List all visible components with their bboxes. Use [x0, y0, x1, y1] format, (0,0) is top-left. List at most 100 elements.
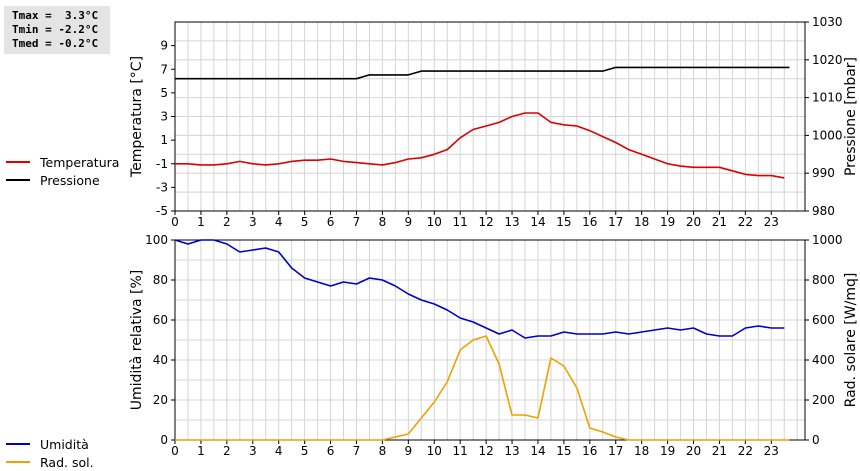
x-tick-label-9: 9 — [405, 215, 413, 229]
y-left-tick-label-3: -3 — [156, 180, 168, 194]
plot-frame — [174, 239, 806, 441]
y-left-tick-label-1: 1 — [160, 133, 168, 147]
x-tick-label-6: 6 — [327, 215, 335, 229]
x-tick-label-11: 11 — [453, 215, 468, 229]
x-tick-label-19: 19 — [660, 444, 675, 458]
y-left-tick-label-1: -1 — [156, 157, 168, 171]
y-left-tick-label-60: 60 — [153, 313, 168, 327]
y-right-tick-label-1010: 1010 — [812, 91, 843, 105]
charts-canvas: 0 1 2 3 4 5 6 7 8 9 10 11 12 13 14 15 16 17 18 19 20 21 22 23-5… — [129, 15, 859, 458]
x-tick-label-17: 17 — [608, 215, 623, 229]
x-tick-label-6: 6 — [327, 444, 335, 458]
x-tick-label-23: 23 — [764, 215, 779, 229]
x-tick-label-8: 8 — [379, 215, 387, 229]
y-right-tick-label-0: 0 — [812, 433, 820, 447]
x-tick-label-10: 10 — [427, 444, 442, 458]
legend-top: Temperatura Pressione — [6, 153, 119, 189]
x-tick-label-2: 2 — [223, 215, 231, 229]
x-tick-label-20: 20 — [686, 444, 701, 458]
legend-swatch-humidity — [6, 443, 30, 445]
y-right-tick-label-200: 200 — [812, 393, 835, 407]
x-tick-label-17: 17 — [608, 444, 623, 458]
y-axis-title-right-bottom: Rad. solare [W/mq] — [843, 273, 859, 408]
legend-swatch-temperature — [6, 161, 30, 163]
x-tick-label-11: 11 — [453, 444, 468, 458]
x-tick-label-4: 4 — [275, 215, 283, 229]
x-tick-label-18: 18 — [634, 215, 649, 229]
x-tick-label-5: 5 — [301, 444, 309, 458]
y-right-tick-label-1030: 1030 — [812, 15, 843, 29]
x-tick-label-14: 14 — [530, 444, 545, 458]
stats-tmin: Tmin = -2.2°C — [12, 23, 99, 36]
y-axis-title-left-bottom: Umidità relativa [%] — [129, 270, 145, 411]
x-tick-label-16: 16 — [582, 444, 597, 458]
x-tick-label-20: 20 — [686, 215, 701, 229]
y-left-tick-label-80: 80 — [153, 273, 168, 287]
x-tick-label-18: 18 — [634, 444, 649, 458]
y-left-tick-label-5: -5 — [156, 204, 168, 218]
y-right-tick-label-990: 990 — [812, 166, 835, 180]
y-axis-title-left-top: Temperatura [°C] — [129, 56, 145, 178]
x-tick-label-3: 3 — [249, 444, 257, 458]
y-left-tick-label-3: 3 — [160, 110, 168, 124]
legend-swatch-pressure — [6, 179, 30, 181]
stats-tmed: Tmed = -0.2°C — [12, 37, 99, 50]
x-tick-label-22: 22 — [738, 215, 753, 229]
y-right-tick-label-800: 800 — [812, 273, 835, 287]
y-right-tick-label-400: 400 — [812, 353, 835, 367]
legend-swatch-solar — [6, 461, 30, 463]
x-tick-label-0: 0 — [171, 444, 179, 458]
x-tick-label-1: 1 — [197, 215, 205, 229]
x-tick-label-1: 1 — [197, 444, 205, 458]
x-tick-label-14: 14 — [530, 215, 545, 229]
x-tick-label-21: 21 — [712, 444, 727, 458]
legend-label-humidity: Umidità — [40, 436, 89, 452]
y-right-tick-label-1000: 1000 — [812, 233, 843, 247]
x-tick-label-8: 8 — [379, 444, 387, 458]
y-right-tick-label-980: 980 — [812, 204, 835, 218]
x-tick-label-4: 4 — [275, 444, 283, 458]
series-line-pressione — [175, 66, 790, 80]
y-right-tick-label-1000: 1000 — [812, 128, 843, 142]
x-tick-label-15: 15 — [556, 215, 571, 229]
y-left-tick-label-0: 0 — [160, 433, 168, 447]
x-tick-label-9: 9 — [405, 444, 413, 458]
legend-item-temperature: Temperatura — [6, 153, 119, 171]
x-tick-label-2: 2 — [223, 444, 231, 458]
y-right-tick-label-600: 600 — [812, 313, 835, 327]
x-tick-label-12: 12 — [478, 444, 493, 458]
x-tick-label-7: 7 — [353, 444, 361, 458]
x-tick-label-13: 13 — [504, 215, 519, 229]
series-line-rad-sol — [175, 335, 790, 441]
legend-item-pressure: Pressione — [6, 171, 119, 189]
x-tick-label-5: 5 — [301, 215, 309, 229]
stats-box: Tmax = 3.3°C Tmin = -2.2°C Tmed = -0.2°C — [4, 6, 110, 54]
legend-item-humidity: Umidità — [6, 435, 94, 453]
x-tick-label-16: 16 — [582, 215, 597, 229]
y-right-tick-label-1020: 1020 — [812, 53, 843, 67]
x-tick-label-7: 7 — [353, 215, 361, 229]
chart-panel-bottom: 0 1 2 3 4 5 6 7 8 9 10 11 12 13 14 15 16 17 18 19 20 21 22 2302… — [129, 233, 859, 458]
x-tick-label-3: 3 — [249, 215, 257, 229]
series-line-umidita — [174, 239, 785, 339]
x-tick-label-13: 13 — [504, 444, 519, 458]
y-left-tick-label-9: 9 — [160, 39, 168, 53]
series-line-temperatura — [175, 112, 785, 179]
y-left-tick-label-7: 7 — [160, 62, 168, 76]
x-tick-label-12: 12 — [478, 215, 493, 229]
legend-label-temperature: Temperatura — [40, 154, 120, 170]
x-tick-label-10: 10 — [427, 215, 442, 229]
chart-panel-top: 0 1 2 3 4 5 6 7 8 9 10 11 12 13 14 15 16 17 18 19 20 21 22 23-5… — [129, 15, 859, 229]
y-left-tick-label-5: 5 — [160, 86, 168, 100]
x-tick-label-0: 0 — [171, 215, 179, 229]
x-tick-label-21: 21 — [712, 215, 727, 229]
legend-label-pressure: Pressione — [40, 172, 100, 188]
x-tick-label-23: 23 — [764, 444, 779, 458]
x-tick-label-15: 15 — [556, 444, 571, 458]
y-left-tick-label-40: 40 — [153, 353, 168, 367]
x-tick-label-19: 19 — [660, 215, 675, 229]
stats-tmax: Tmax = 3.3°C — [12, 9, 99, 22]
y-axis-title-right-top: Pressione [mbar] — [843, 57, 859, 176]
x-tick-label-22: 22 — [738, 444, 753, 458]
y-left-tick-label-100: 100 — [145, 233, 168, 247]
